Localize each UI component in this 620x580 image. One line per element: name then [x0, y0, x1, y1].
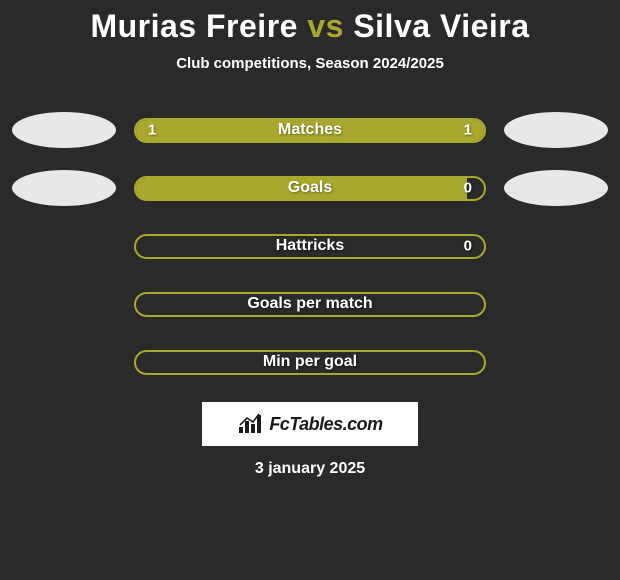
player1-name: Murias Freire: [90, 8, 297, 44]
stat-row: Hattricks 0: [0, 228, 620, 264]
stat-rows: 1 Matches 1 Goals 0 Hattricks 0 Goals per match…: [0, 112, 620, 380]
brand-logo[interactable]: FcTables.com: [202, 402, 418, 446]
right-ellipse: [504, 112, 608, 148]
stat-label: Matches: [278, 121, 342, 139]
right-value: 0: [464, 238, 472, 255]
page-title: Murias Freire vs Silva Vieira: [0, 8, 620, 45]
left-value: 1: [148, 122, 156, 139]
left-ellipse: [12, 170, 116, 206]
chart-icon: [237, 413, 263, 435]
stats-card: Murias Freire vs Silva Vieira Club compe…: [0, 0, 620, 478]
right-ellipse: [504, 170, 608, 206]
stat-bar: Goals 0: [134, 176, 486, 201]
stat-label: Min per goal: [263, 353, 357, 371]
footer-date: 3 january 2025: [0, 460, 620, 478]
right-value: 1: [464, 122, 472, 139]
left-ellipse: [12, 112, 116, 148]
stat-row: Goals per match: [0, 286, 620, 322]
stat-row: Goals 0: [0, 170, 620, 206]
brand-text: FcTables.com: [269, 414, 382, 435]
stat-label: Goals per match: [247, 295, 372, 313]
stat-row: Min per goal: [0, 344, 620, 380]
subtitle: Club competitions, Season 2024/2025: [0, 55, 620, 72]
stat-bar: Min per goal: [134, 350, 486, 375]
stat-bar: 1 Matches 1: [134, 118, 486, 143]
stat-bar: Hattricks 0: [134, 234, 486, 259]
stat-label: Hattricks: [276, 237, 344, 255]
stat-row: 1 Matches 1: [0, 112, 620, 148]
vs-separator: vs: [307, 8, 344, 44]
player2-name: Silva Vieira: [353, 8, 529, 44]
stat-label: Goals: [288, 179, 332, 197]
stat-bar: Goals per match: [134, 292, 486, 317]
right-value: 0: [464, 180, 472, 197]
